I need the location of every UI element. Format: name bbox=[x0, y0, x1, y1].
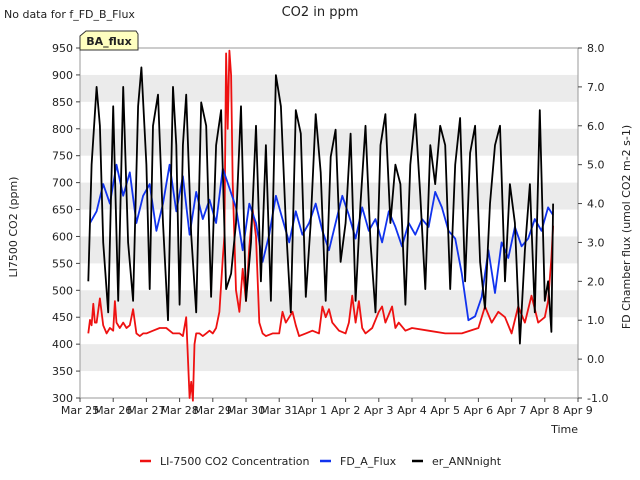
y2-tick-label: 5.0 bbox=[587, 159, 605, 172]
legend-label: FD_A_Flux bbox=[340, 455, 397, 468]
y-tick-label: 500 bbox=[52, 284, 73, 297]
y-tick-label: 700 bbox=[52, 177, 73, 190]
y2-tick-label: 1.0 bbox=[587, 314, 605, 327]
y-tick-label: 650 bbox=[52, 204, 73, 217]
y2-tick-label: 6.0 bbox=[587, 120, 605, 133]
x-tick-label: Apr 9 bbox=[563, 404, 593, 417]
x-tick-label: Apr 4 bbox=[397, 404, 427, 417]
x-tick-label: Apr 3 bbox=[364, 404, 394, 417]
y-tick-label: 900 bbox=[52, 69, 73, 82]
plot-area-frame bbox=[79, 47, 579, 399]
y2-tick-label: 4.0 bbox=[587, 198, 605, 211]
x-tick-label: Mar 26 bbox=[94, 404, 132, 417]
x-tick-label: Mar 28 bbox=[160, 404, 198, 417]
y-tick-label: 600 bbox=[52, 230, 73, 243]
ba-flux-badge: BA_flux bbox=[79, 30, 139, 51]
y-tick-label: 550 bbox=[52, 257, 73, 270]
grid-band bbox=[80, 290, 578, 318]
legend-label: LI-7500 CO2 Concentration bbox=[160, 455, 310, 468]
y-tick-label: 450 bbox=[52, 311, 73, 324]
x-tick-label: Apr 2 bbox=[331, 404, 361, 417]
grid-band bbox=[80, 74, 578, 102]
y2-tick-label: 7.0 bbox=[587, 81, 605, 94]
x-tick-label: Mar 29 bbox=[194, 404, 232, 417]
x-tick-label: Apr 7 bbox=[497, 404, 527, 417]
x-tick-label: Apr 1 bbox=[298, 404, 328, 417]
series-line-2 bbox=[87, 66, 554, 345]
y-tick-label: 750 bbox=[52, 150, 73, 163]
series-line-0 bbox=[87, 49, 554, 402]
legend: LI-7500 CO2 Concentration FD_A_Flux er_ANN… bbox=[140, 455, 502, 468]
legend-label: er_ANNnight bbox=[432, 455, 502, 468]
chart-title: CO2 in ppm bbox=[282, 5, 359, 20]
y-tick-label: 950 bbox=[52, 42, 73, 55]
y-tick-label: 850 bbox=[52, 96, 73, 109]
y2-axis-label: FD Chamber flux (umol CO2 m-2 s-1) bbox=[620, 125, 633, 329]
x-tick-label: Mar 31 bbox=[260, 404, 298, 417]
y2-tick-label: 2.0 bbox=[587, 275, 605, 288]
grid-band bbox=[80, 344, 578, 372]
y2-tick-label: 3.0 bbox=[587, 236, 605, 249]
y-tick-label: 300 bbox=[52, 392, 73, 405]
x-tick-label: Mar 25 bbox=[61, 404, 99, 417]
no-data-note: No data for f_FD_B_Flux bbox=[4, 8, 135, 21]
y-tick-label: 800 bbox=[52, 123, 73, 136]
x-tick-label: Apr 5 bbox=[430, 404, 460, 417]
y-tick-label: 400 bbox=[52, 338, 73, 351]
x-tick-label: Apr 6 bbox=[464, 404, 494, 417]
x-tick-label: Mar 27 bbox=[127, 404, 165, 417]
y-tick-label: 350 bbox=[52, 365, 73, 378]
series-lines bbox=[87, 49, 554, 402]
axes: 300 350 400 450 500 550 600 650 700 750 800 850 900 9… bbox=[52, 42, 608, 417]
x-axis-label: Time bbox=[550, 423, 578, 436]
x-tick-label: Apr 8 bbox=[530, 404, 560, 417]
y-axis-label: LI7500 CO2 (ppm) bbox=[7, 177, 20, 278]
x-tick-label: Mar 30 bbox=[227, 404, 265, 417]
grid-band bbox=[80, 128, 578, 156]
y2-tick-label: 8.0 bbox=[587, 42, 605, 55]
y2-tick-label: -1.0 bbox=[587, 392, 608, 405]
y2-tick-label: 0.0 bbox=[587, 353, 605, 366]
ba-flux-badge-label: BA_flux bbox=[86, 35, 131, 48]
